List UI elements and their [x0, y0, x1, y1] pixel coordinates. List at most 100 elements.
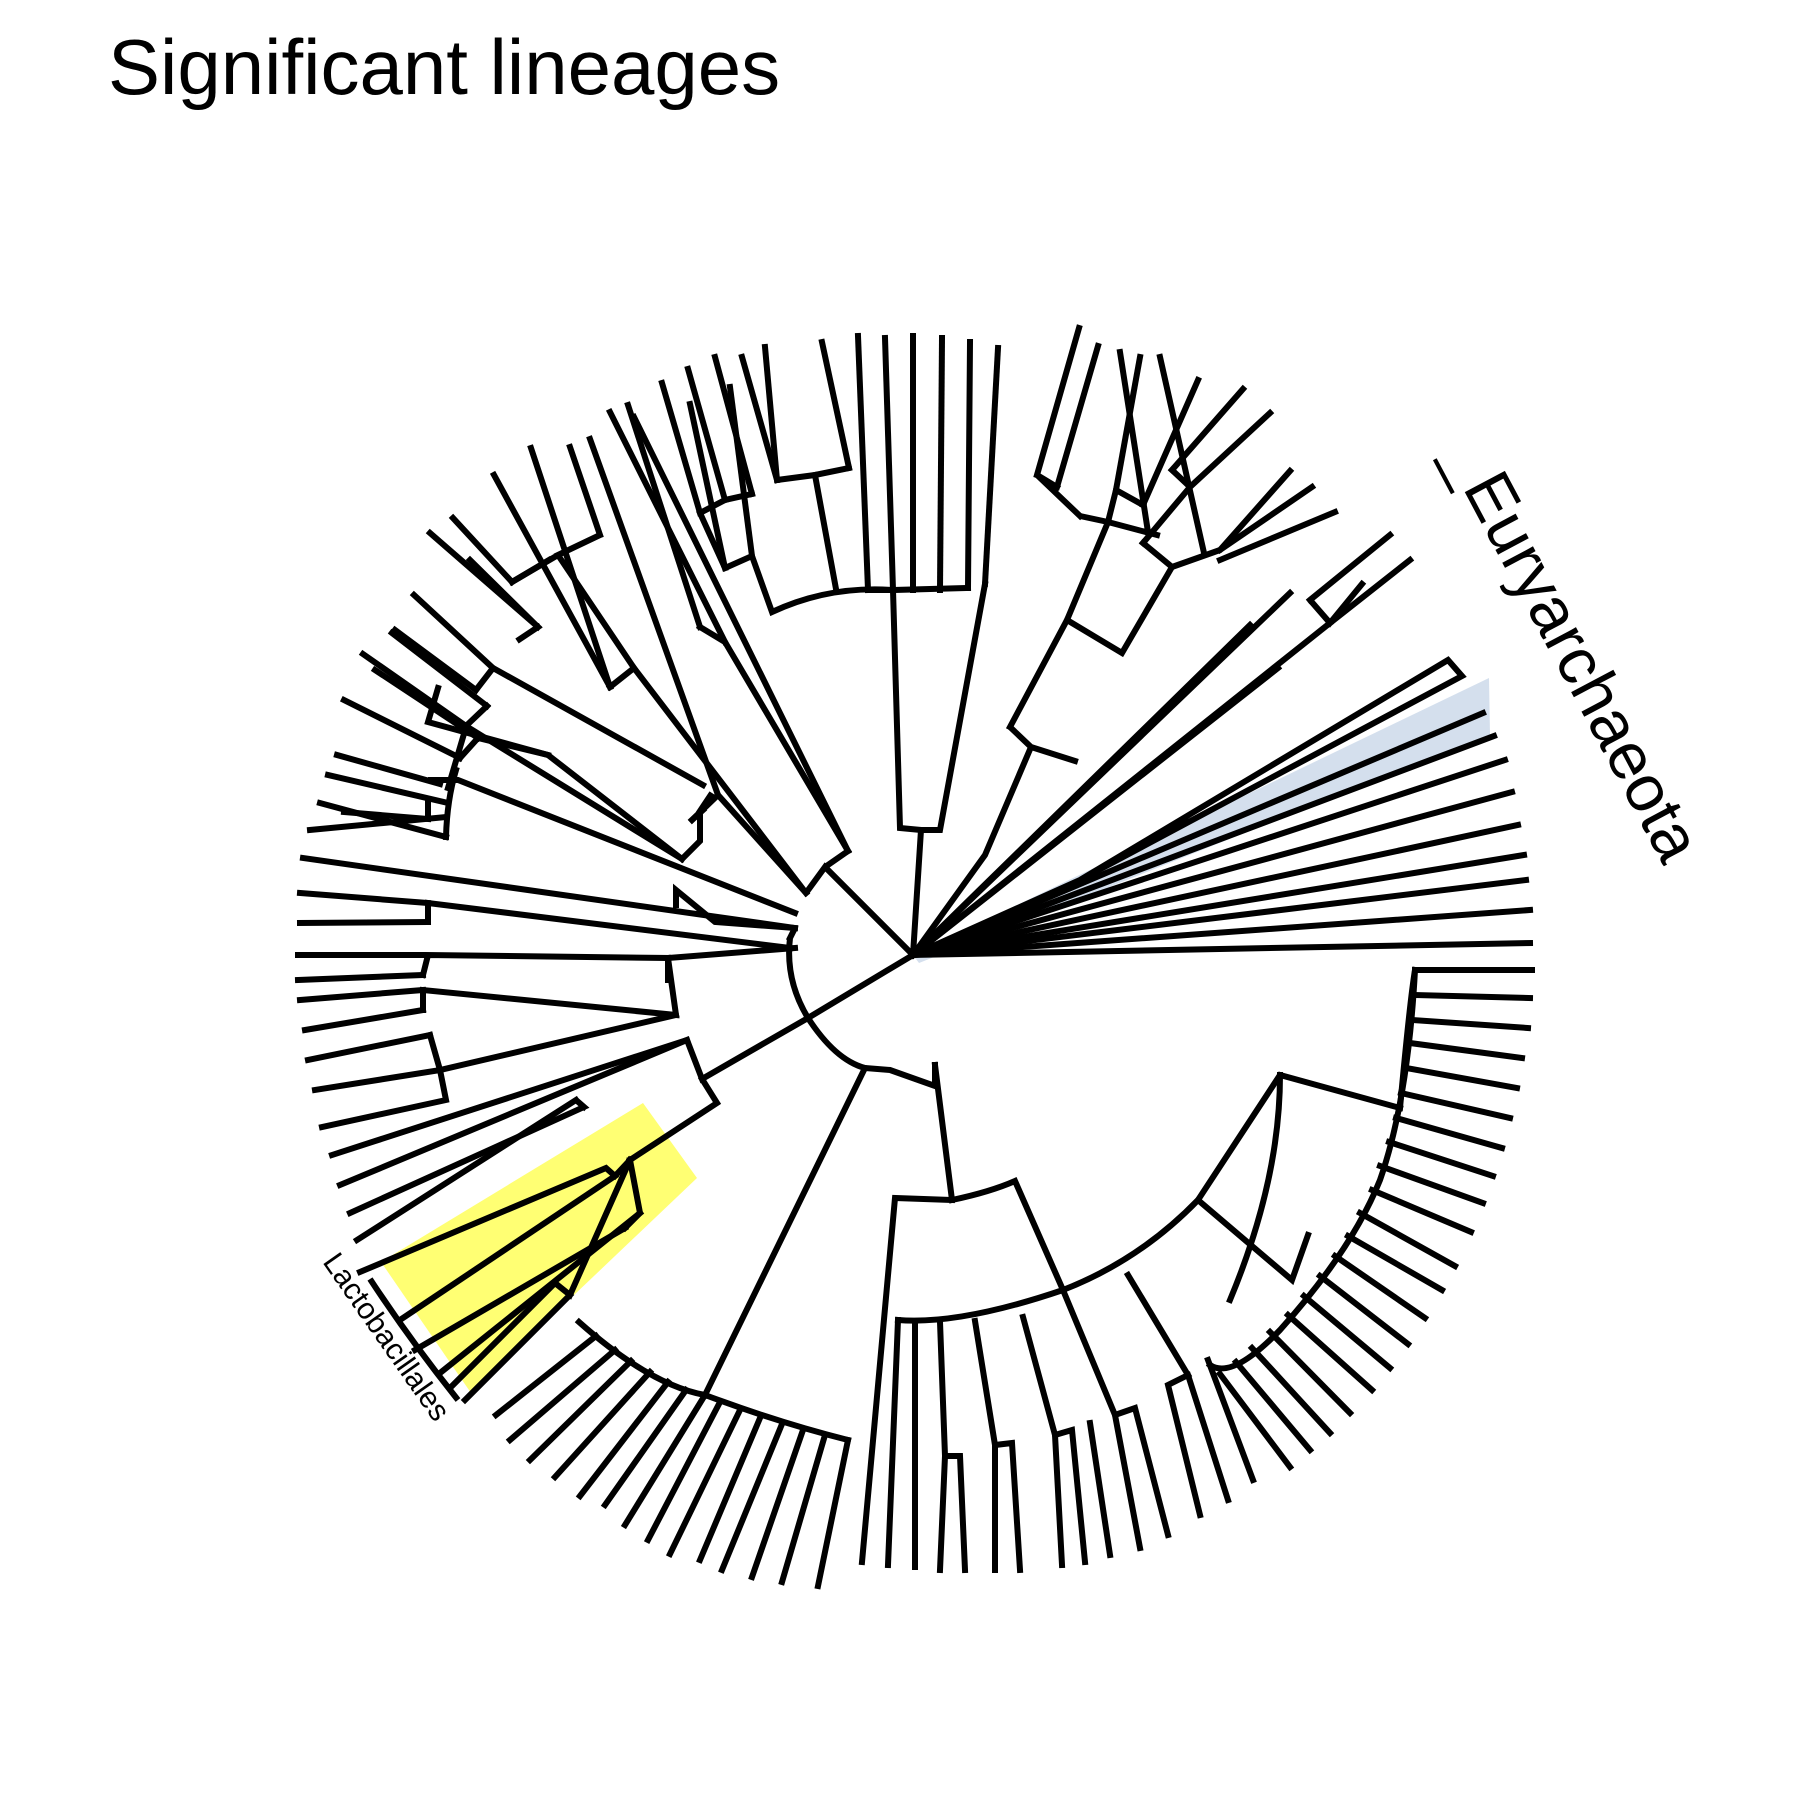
tree-branch [1385, 1138, 1497, 1180]
tree-branch [1116, 348, 1152, 536]
tree-branch [424, 684, 552, 759]
tree-branch [1392, 1114, 1506, 1152]
tree-branch [884, 1316, 902, 1569]
tree-branch [505, 1345, 620, 1445]
tree-branch [908, 618, 1335, 960]
tree-branch [435, 1208, 645, 1378]
tree-branch [665, 944, 799, 983]
tree-branch [1033, 324, 1083, 479]
tree-branch [1123, 1270, 1204, 1519]
tree-branch [356, 1155, 635, 1276]
tree-branch [550, 1367, 655, 1482]
tree-branch [1397, 1089, 1514, 1122]
tree-branch [620, 1390, 710, 1530]
tree-branch [1185, 408, 1275, 492]
tree-branch [1204, 1356, 1257, 1484]
tree-branch [908, 724, 1079, 960]
tree-branch [328, 1036, 691, 1159]
tree-branch [1156, 353, 1208, 557]
tree-branch [1053, 342, 1102, 491]
tree-branch [811, 471, 840, 593]
tree-branch [1406, 1039, 1526, 1062]
tree-branch [1226, 1071, 1284, 1304]
tree-branch [1307, 579, 1367, 628]
tree-branch [336, 1013, 813, 1189]
tree-branch [665, 1405, 745, 1559]
tree-branch [909, 906, 1534, 959]
tree-branch [738, 353, 781, 484]
tree-branch [1059, 1286, 1172, 1539]
tree-branch [296, 918, 432, 927]
tree-branch [894, 1286, 1067, 1324]
tree-branch [358, 649, 471, 731]
tree-branch [861, 1062, 938, 1091]
euryarchaeota-label: _Euryarchaeota [1432, 426, 1717, 873]
tree-branch [964, 338, 974, 592]
tree-branch [1376, 1162, 1487, 1207]
tree-branch [390, 625, 481, 695]
tree-branch [936, 1452, 949, 1574]
tree-branch [677, 791, 715, 864]
tree-branch [695, 622, 853, 856]
tree-branch [1139, 376, 1202, 509]
bottom-clade [858, 1061, 1404, 1574]
tree-branch [684, 365, 729, 504]
tree-branch [909, 939, 1534, 959]
tree-branch [395, 1171, 620, 1325]
tree-branch [448, 513, 517, 587]
tree-branch [1368, 1186, 1475, 1236]
tree-branch [316, 799, 450, 841]
tree-branch [1112, 353, 1144, 494]
tree-branch [346, 1097, 590, 1217]
tree-branch [818, 338, 853, 472]
tree-branch [726, 383, 756, 560]
tree-branch [460, 1290, 575, 1405]
tree-branch [324, 771, 452, 807]
tree-branch [1063, 513, 1161, 624]
tree-branch [909, 821, 1522, 959]
tree-branch [909, 732, 1498, 959]
tree-branch [1104, 485, 1148, 526]
tree-branch [409, 590, 498, 673]
top-clade [658, 332, 1002, 959]
tree-branch [491, 1331, 601, 1420]
tree-branch [296, 889, 432, 907]
tree-branch [1111, 1411, 1144, 1552]
tree-branch [1355, 1208, 1460, 1271]
tree-branch [1215, 482, 1317, 555]
tree-branch [370, 665, 483, 743]
tree-branch [909, 788, 1516, 959]
tree-branch [643, 1397, 725, 1545]
tree-branch [1265, 1327, 1355, 1418]
tree-branch [1299, 1291, 1395, 1373]
bottom-left-clade [491, 1013, 938, 1590]
right-arc-clade [1205, 966, 1535, 1472]
tree-branch [908, 620, 1255, 960]
tree-branch [299, 854, 799, 932]
tree-branch [931, 1061, 1404, 1294]
tree-branch [1283, 1310, 1377, 1395]
tree-branch [311, 1066, 444, 1094]
tree-branch [1216, 508, 1339, 564]
lactobacillales-bracket [367, 1277, 461, 1402]
tree-branch [333, 751, 444, 788]
lower-left-clade [328, 1013, 813, 1405]
tree-branch [1330, 1251, 1430, 1323]
tree-branch [1343, 1231, 1447, 1295]
tree-branch [1408, 1016, 1532, 1032]
tree-branch [527, 444, 614, 691]
tree-branch [889, 584, 972, 594]
tree-branch [586, 435, 722, 799]
tree-branch [865, 587, 925, 959]
tree-branch [1325, 555, 1415, 628]
tree-branch [625, 1074, 722, 1165]
tree-branch [658, 379, 704, 517]
tree-branch [1402, 1064, 1521, 1092]
tree-branch [1410, 991, 1534, 1002]
tree-branch [304, 1031, 434, 1064]
tree-branch [605, 407, 730, 647]
tree-branch [340, 797, 431, 823]
tree-branch [1205, 966, 1419, 1372]
tree-branch [296, 986, 427, 1004]
